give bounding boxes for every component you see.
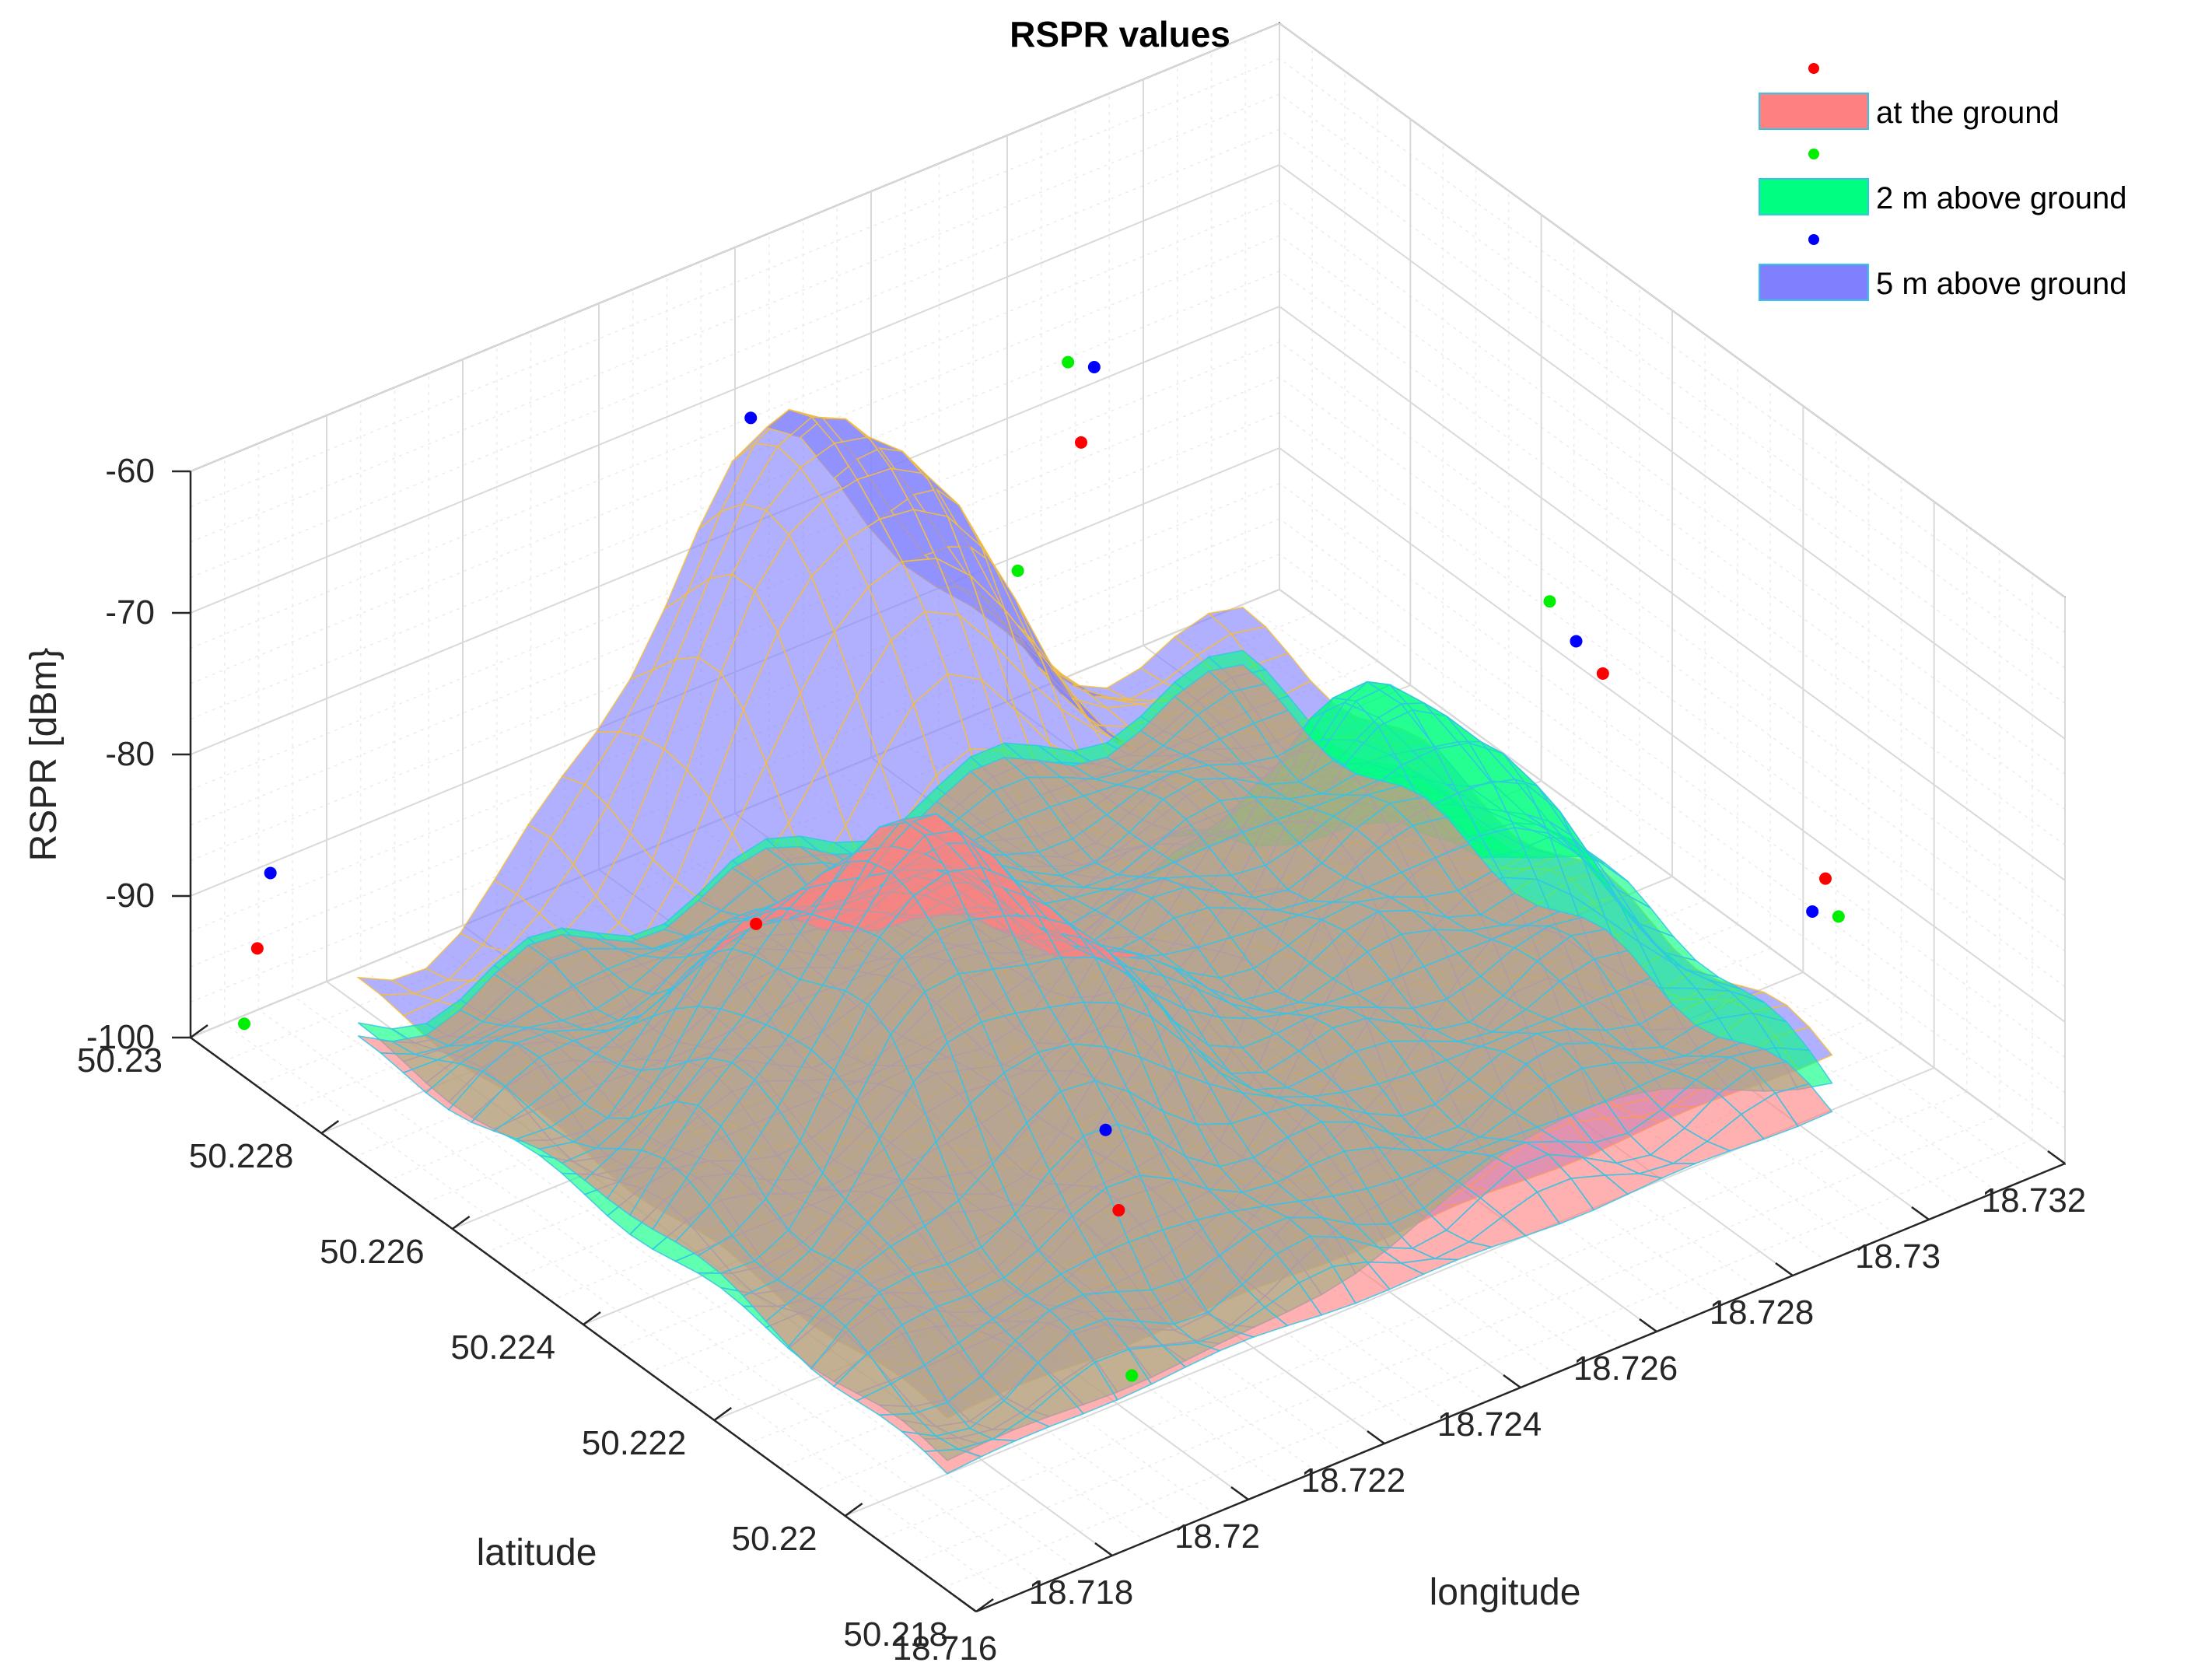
tick-mark [320,1119,340,1135]
grid-line-major [1279,589,2066,1164]
grid-line-minor [190,235,1280,684]
tick-mark [583,1311,601,1326]
data-point-marker [744,411,758,425]
x-axis-label: longitude [1430,1572,1581,1613]
grid-line-minor [190,411,1280,862]
tick-mark [958,1598,977,1613]
tick-mark [1367,1430,1385,1445]
grid-line-minor [190,482,1280,933]
tick-mark [844,1502,863,1517]
data-point-marker [1011,564,1024,577]
legend-swatch [1759,178,1869,215]
grid-line-minor [190,341,1280,791]
surface-ground [357,663,1833,1475]
x-tick-label: 18.724 [1437,1405,1542,1444]
legend-entry-label: at the ground [1876,96,2060,130]
grid-line-major [1279,164,2066,740]
data-point-marker [1819,872,1832,885]
legend-entry-label: 5 m above ground [1876,267,2126,301]
x-tick-label: 18.716 [893,1629,998,1668]
grid-line-major [190,23,1280,472]
y-tick-label: 50.23 [77,1041,163,1080]
x-tick-label: 18.722 [1301,1461,1406,1500]
data-point-marker [1596,667,1609,680]
z-tick-label: -100 [86,1018,155,1056]
data-point-marker [1087,361,1101,373]
data-point-marker [750,917,763,930]
data-point-marker [250,942,264,955]
grid-line-major [190,164,1280,614]
tick-mark [451,1215,471,1230]
x-tick-label: 18.718 [1029,1573,1134,1612]
x-tick-label: 18.72 [1174,1517,1260,1556]
tick-mark [975,1598,994,1613]
grid-line-minor [877,1091,1968,1541]
z-tick-label: -90 [105,877,155,915]
measurement-markers [238,355,1845,1382]
tick-mark [1230,1486,1249,1501]
grid-line-minor [190,518,1280,968]
grid-line-minor [190,58,1280,508]
tick-mark [2047,1150,2066,1165]
y-tick-label: 50.224 [450,1328,555,1367]
z-axis-label: RSPR [dBm} [23,648,65,862]
data-point-marker [238,1017,250,1031]
grid-line-minor [190,376,1280,826]
y-tick-label: 50.218 [843,1615,948,1654]
x-tick-label: 18.732 [1982,1181,2087,1220]
tick-labels: 18.716 18.718 18.72 18.722 18.724 18.726 18.72… [77,452,2086,1668]
axis-lines [172,470,2066,1613]
legend-marker [1808,149,1819,159]
data-point-marker [1062,355,1075,369]
grid-line-major [1279,447,2066,1023]
data-point-marker [264,866,277,880]
data-point-marker [1125,1369,1139,1382]
legend-swatch [1759,93,1869,130]
tick-mark [1503,1374,1521,1389]
y-tick-label: 50.226 [320,1233,425,1271]
chart-title: RSPR values [1010,14,1230,54]
legend-marker [1808,234,1819,245]
tick-mark [1094,1542,1113,1557]
surface-patch [1774,1083,1833,1128]
grid-line-major [1279,306,2066,881]
grid-line-minor [190,270,1280,720]
data-point-marker [1832,910,1845,923]
grid-line-minor [943,1139,2033,1588]
z-tick-label: -70 [105,593,155,632]
data-point-marker [1075,436,1087,449]
grid-line-minor [190,93,1280,543]
legend-swatch [1759,264,1869,301]
legend-marker [1808,63,1819,74]
surface-layer [355,408,1833,1475]
y-tick-label: 50.22 [732,1520,817,1558]
data-point-marker [1112,1204,1125,1217]
legend-entry-label: 2 m above ground [1876,181,2126,215]
data-point-marker [1099,1123,1112,1136]
grid-line-minor [190,128,1280,579]
data-point-marker [1543,595,1556,608]
tick-mark [713,1406,733,1422]
grid-line-minor [190,199,1280,649]
z-tick-label: -80 [105,735,155,773]
tick-mark [1639,1318,1657,1333]
data-point-marker [1570,635,1583,648]
y-tick-label: 50.222 [582,1424,687,1462]
z-tick-label: -60 [105,452,155,490]
y-tick-label: 50.228 [189,1137,294,1175]
tick-mark [1775,1262,1794,1277]
data-point-marker [1806,905,1819,918]
x-tick-label: 18.726 [1573,1349,1678,1388]
tick-mark [1911,1206,1930,1221]
tick-mark [190,1024,208,1039]
grid-line-major [1279,23,2066,598]
grid-line-minor [190,553,1280,1003]
y-axis-label: latitude [477,1532,597,1573]
x-tick-label: 18.728 [1710,1293,1815,1332]
x-tick-label: 18.73 [1855,1237,1941,1276]
legend: at the ground 2 m above ground 5 m above g… [1759,63,2126,301]
grid-line-minor [910,1115,2000,1565]
